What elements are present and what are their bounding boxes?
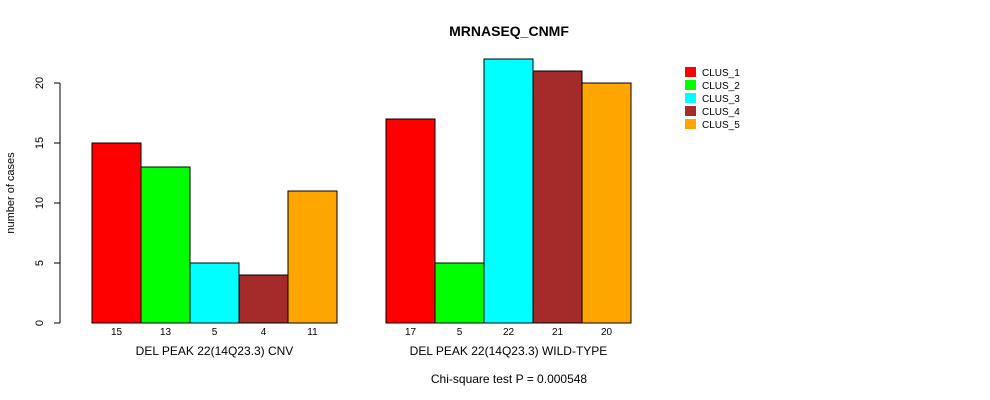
bars <box>91 58 632 324</box>
bar-value-label: 21 <box>552 327 564 338</box>
legend-swatch <box>685 67 696 77</box>
bar-value-label: 22 <box>503 327 515 338</box>
bar-clus-1 <box>385 118 436 324</box>
legend-swatch <box>685 106 696 116</box>
legend-label: CLUS_5 <box>702 120 740 131</box>
bar-clus-1 <box>91 142 142 324</box>
bar-value-label: 5 <box>457 327 463 338</box>
y-tick-label: 5 <box>34 260 46 266</box>
legend-label: CLUS_3 <box>702 94 740 105</box>
bar-clus-3 <box>189 262 240 324</box>
bar-value-label: 13 <box>160 327 172 338</box>
bar-clus-2 <box>140 166 191 324</box>
group-label: DEL PEAK 22(14Q23.3) CNV <box>136 344 294 358</box>
bar-clus-2 <box>434 262 485 324</box>
bar-clus-5 <box>581 82 632 324</box>
chart-title: MRNASEQ_CNMF <box>449 23 569 39</box>
y-tick-label: 20 <box>34 77 46 89</box>
bar-value-label: 4 <box>261 327 267 338</box>
legend-swatch <box>685 80 696 90</box>
legend-label: CLUS_2 <box>702 81 740 92</box>
legend-label: CLUS_4 <box>702 107 740 118</box>
legend: CLUS_1 CLUS_2 CLUS_3 CLUS_4 CLUS_5 <box>685 67 740 131</box>
bar-value-label: 17 <box>405 327 417 338</box>
legend-swatch <box>685 93 696 103</box>
group-labels: DEL PEAK 22(14Q23.3) CNV DEL PEAK 22(14Q2… <box>136 344 608 358</box>
legend-swatch <box>685 119 696 129</box>
bar-value-label: 20 <box>601 327 613 338</box>
bar-value-label: 5 <box>212 327 218 338</box>
chi-square-footnote: Chi-square test P = 0.000548 <box>431 372 588 386</box>
y-axis: 0 5 10 15 20 <box>34 77 61 326</box>
bar-clus-3 <box>483 58 534 324</box>
y-tick-label: 0 <box>34 320 46 326</box>
legend-label: CLUS_1 <box>702 68 740 79</box>
value-labels: 15 13 5 4 11 17 5 22 21 20 <box>111 327 613 338</box>
bar-value-label: 11 <box>307 327 318 338</box>
group-label: DEL PEAK 22(14Q23.3) WILD-TYPE <box>410 344 608 358</box>
bar-clus-4 <box>532 70 583 324</box>
bar-value-label: 15 <box>111 327 123 338</box>
bar-clus-4 <box>238 274 289 324</box>
y-tick-label: 10 <box>34 197 46 209</box>
bar-clus-5 <box>287 190 338 324</box>
y-tick-label: 15 <box>34 137 46 149</box>
y-axis-label: number of cases <box>5 152 17 234</box>
